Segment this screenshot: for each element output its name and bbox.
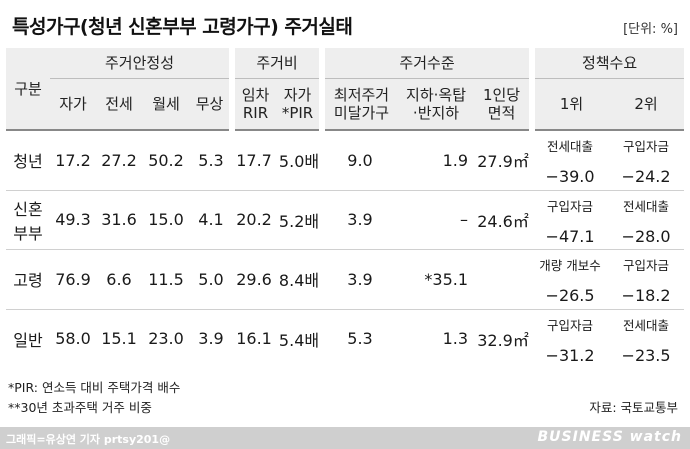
row-label: 고령 <box>13 271 43 291</box>
header-jeonse: 전세 <box>96 78 142 130</box>
policy-value: −28.0 <box>621 226 671 246</box>
header-area: 1인당 면적 <box>474 78 536 130</box>
cell-monthly: 23.0 <box>148 329 184 349</box>
header-rank2: 2위 <box>608 78 685 130</box>
header-pir: 자가 *PIR <box>276 78 326 130</box>
policy-value: −31.2 <box>545 345 595 365</box>
table-row: 청년 17.2 27.2 50.2 5.3 17.7 5.0배 9.0 1.9 … <box>6 130 685 190</box>
cell-below-min: 3.9 <box>347 269 373 289</box>
policy-label: 개량 개보수 <box>539 258 601 274</box>
header-rir: 임차 RIR <box>232 78 277 130</box>
header-cost: 주거비 <box>232 48 326 79</box>
footnote-pir: *PIR: 연소득 대비 주택가격 배수 <box>8 380 181 395</box>
brand-logo: BUSINESS watch <box>537 429 682 445</box>
cell-basement: 1.3 <box>442 329 469 349</box>
row-label: 신혼 부부 <box>13 199 43 243</box>
cell-rir: 20.2 <box>236 210 272 230</box>
cell-monthly: 50.2 <box>148 150 184 170</box>
cell-jeonse: 31.6 <box>101 210 137 230</box>
header-own: 자가 <box>50 78 96 130</box>
cell-policy-rank2: 전세대출 −28.0 <box>608 190 684 250</box>
policy-label: 전세대출 <box>547 139 594 155</box>
header-free: 무상 <box>190 78 236 130</box>
unit-label: [단위: %] <box>623 22 678 37</box>
cell-area: 32.9㎡ <box>477 330 529 350</box>
source-label: 자료: 국토교통부 <box>589 400 678 415</box>
header-below-min: 최저주거 미달가구 <box>322 78 399 130</box>
header-monthly: 월세 <box>142 78 190 130</box>
header-level: 주거수준 <box>322 48 536 79</box>
cell-area: 27.9㎡ <box>477 152 529 172</box>
cell-area: 24.6㎡ <box>477 211 529 231</box>
cell-free: 3.9 <box>198 329 224 349</box>
cell-policy-rank1: 구입자금 −31.2 <box>532 309 608 368</box>
row-label: 청년 <box>13 152 43 172</box>
policy-value: −39.0 <box>545 167 595 187</box>
cell-pir: 5.4배 <box>278 330 320 350</box>
row-label: 일반 <box>13 330 43 350</box>
policy-label: 전세대출 <box>623 198 670 214</box>
graphic-credit: 그래픽=유상연 기자 prtsy201@ <box>6 433 171 446</box>
cell-jeonse: 15.1 <box>101 329 137 349</box>
cell-own: 76.9 <box>55 269 91 289</box>
header-rank1: 1위 <box>532 78 609 130</box>
cell-free: 5.0 <box>198 269 224 289</box>
cell-own: 49.3 <box>55 210 91 230</box>
cell-monthly: 15.0 <box>148 210 184 230</box>
cell-basement: – <box>460 210 469 230</box>
cell-policy-rank2: 구입자금 −18.2 <box>608 250 684 310</box>
cell-below-min: 3.9 <box>347 210 373 230</box>
cell-own: 58.0 <box>55 329 91 349</box>
cell-policy-rank1: 개량 개보수 −26.5 <box>532 250 608 310</box>
page-title: 특성가구(청년 신혼부부 고령가구) 주거실태 <box>12 16 353 38</box>
cell-area <box>474 250 532 310</box>
cell-rir: 16.1 <box>236 329 272 349</box>
credit-bar: 그래픽=유상연 기자 prtsy201@ BUSINESS watch <box>0 427 690 449</box>
policy-value: −26.5 <box>545 286 595 306</box>
footnote-old-housing: **30년 초과주택 거주 비중 <box>8 400 152 415</box>
header-division: 구분 <box>6 48 50 130</box>
cell-pir: 5.2배 <box>278 211 320 231</box>
policy-value: −18.2 <box>621 286 671 306</box>
cell-basement: 1.9 <box>442 150 469 170</box>
cell-free: 4.1 <box>198 210 224 230</box>
policy-label: 구입자금 <box>623 139 670 155</box>
policy-label: 구입자금 <box>547 317 594 333</box>
cell-jeonse: 6.6 <box>106 269 132 289</box>
cell-pir: 5.0배 <box>278 152 320 172</box>
cell-pir: 8.4배 <box>278 271 320 291</box>
policy-value: −23.5 <box>621 345 671 365</box>
cell-monthly: 11.5 <box>148 269 184 289</box>
housing-table: 구분 주거안정성 주거비 주거수준 정책수요 자가 전세 월세 무상 임차 RI… <box>6 48 685 368</box>
cell-rir: 17.7 <box>236 150 272 170</box>
cell-below-min: 9.0 <box>347 150 373 170</box>
policy-label: 전세대출 <box>623 317 670 333</box>
policy-value: −24.2 <box>621 167 671 187</box>
cell-jeonse: 27.2 <box>101 150 137 170</box>
policy-label: 구입자금 <box>623 258 670 274</box>
cell-policy-rank2: 구입자금 −24.2 <box>608 130 684 190</box>
policy-label: 구입자금 <box>547 198 594 214</box>
header-stability: 주거안정성 <box>50 48 236 79</box>
header-policy: 정책수요 <box>532 48 685 79</box>
cell-policy-rank1: 전세대출 −39.0 <box>532 130 608 190</box>
cell-below-min: 5.3 <box>347 329 373 349</box>
cell-basement: *35.1 <box>424 269 469 289</box>
cell-own: 17.2 <box>55 150 91 170</box>
table-row: 신혼 부부 49.3 31.6 15.0 4.1 20.2 5.2배 3.9 –… <box>6 190 685 250</box>
cell-policy-rank2: 전세대출 −23.5 <box>608 309 684 368</box>
cell-rir: 29.6 <box>236 269 272 289</box>
header-basement: 지하·옥탑 ·반지하 <box>398 78 475 130</box>
table-row: 일반 58.0 15.1 23.0 3.9 16.1 5.4배 5.3 1.3 … <box>6 309 685 368</box>
policy-value: −47.1 <box>545 226 595 246</box>
table-row: 고령 76.9 6.6 11.5 5.0 29.6 8.4배 3.9 *35.1… <box>6 249 685 310</box>
cell-free: 5.3 <box>198 150 224 170</box>
cell-policy-rank1: 구입자금 −47.1 <box>532 190 608 250</box>
